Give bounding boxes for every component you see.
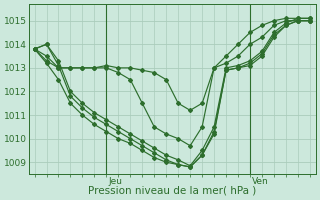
Text: Jeu: Jeu	[109, 177, 123, 186]
X-axis label: Pression niveau de la mer( hPa ): Pression niveau de la mer( hPa )	[88, 186, 256, 196]
Text: Ven: Ven	[252, 177, 269, 186]
